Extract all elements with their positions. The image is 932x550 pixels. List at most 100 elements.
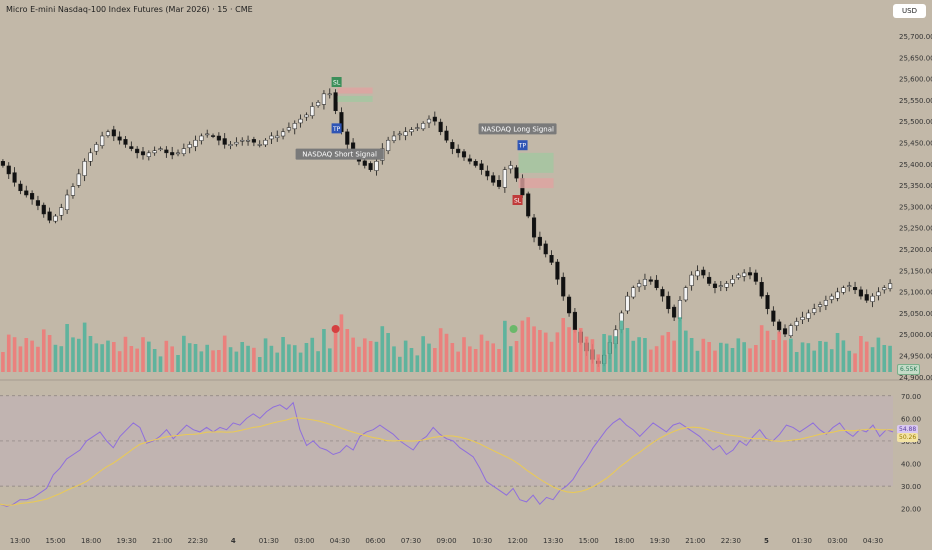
candle [450, 142, 455, 149]
time-tick: 10:30 [472, 537, 492, 545]
candle [707, 276, 712, 284]
volume-bar [392, 346, 396, 372]
volume-bar [123, 336, 128, 372]
candle [765, 295, 770, 310]
candle [853, 287, 858, 291]
candle [426, 118, 432, 124]
candle [502, 169, 507, 188]
volume-bar [316, 351, 320, 372]
candle [777, 321, 782, 331]
volume-bar [368, 341, 373, 372]
candle [333, 92, 338, 111]
candle [152, 150, 157, 154]
candle [175, 152, 181, 155]
volume-bar [147, 341, 151, 372]
candle [397, 133, 402, 136]
volume-bar [853, 353, 857, 372]
candle [386, 139, 391, 151]
long-dot [509, 325, 518, 333]
volume-bar [269, 345, 274, 372]
volume-bar [164, 340, 169, 372]
candle [625, 295, 630, 312]
candle [718, 285, 723, 287]
candle [316, 102, 321, 106]
volume-bar [812, 350, 817, 372]
volume-bar [287, 344, 291, 372]
volume-bar [538, 330, 542, 372]
candle [666, 295, 671, 310]
volume-bar [397, 356, 402, 372]
volume-bar [508, 346, 513, 372]
candle [631, 287, 636, 298]
volume-bar [870, 347, 875, 372]
candle [65, 194, 70, 210]
volume-bar [748, 348, 752, 372]
volume-bar [246, 345, 250, 372]
volume-bar [257, 357, 262, 372]
volume-bar [485, 340, 490, 372]
volume-bar [596, 354, 601, 372]
candle [753, 272, 758, 282]
volume-bar [362, 338, 367, 372]
volume-bar [351, 337, 355, 372]
volume-bar [53, 344, 58, 372]
candle [251, 139, 256, 143]
candle [275, 135, 280, 138]
time-tick: 18:00 [614, 537, 634, 545]
volume-bar [841, 340, 846, 372]
candle [479, 163, 484, 170]
volume-bar [94, 343, 99, 372]
chart-title: Micro E-mini Nasdaq-100 Index Futures (M… [6, 5, 253, 14]
candle [882, 287, 887, 291]
volume-bar [205, 344, 210, 372]
volume-bar [526, 317, 531, 372]
volume-bar [578, 328, 583, 372]
long-sl-zone [518, 178, 554, 189]
time-tick: 21:00 [685, 537, 705, 545]
volume-bar [193, 344, 198, 372]
volume-bar [707, 342, 711, 372]
candle [105, 131, 111, 136]
candle [199, 135, 204, 141]
candle [788, 325, 793, 337]
time-tick: 01:30 [792, 537, 812, 545]
volume-bar [106, 340, 110, 372]
currency-button[interactable]: USD [893, 4, 926, 18]
volume-bar [631, 340, 636, 372]
volume-bar [100, 344, 104, 372]
volume-bar [450, 343, 455, 372]
candle [170, 152, 175, 156]
candle [747, 272, 753, 276]
time-tick: 06:00 [365, 537, 385, 545]
long-sl-marker [512, 195, 523, 205]
volume-bar [82, 322, 87, 372]
candle [858, 289, 863, 297]
volume-bar [339, 314, 344, 372]
candle [508, 165, 513, 170]
volume-bar [754, 345, 758, 372]
candle [415, 127, 420, 129]
long-tp-zone [518, 152, 554, 173]
candle [543, 243, 548, 255]
volume-bar [117, 351, 122, 372]
volume-bar [228, 347, 233, 372]
volume-bar [71, 337, 75, 372]
candle [654, 279, 659, 288]
volume-bar [129, 346, 134, 372]
volume-bar [263, 338, 268, 372]
time-tick: 07:30 [401, 537, 421, 545]
volume-bar [176, 355, 180, 372]
volume-bar [543, 332, 548, 372]
candle [782, 328, 788, 335]
volume-bar [672, 340, 676, 372]
volume-bar [590, 339, 595, 372]
candle [47, 211, 52, 221]
candle [567, 296, 572, 314]
volume-bar [777, 331, 781, 372]
candle [467, 158, 472, 162]
volume-bar [643, 338, 647, 372]
time-tick: 15:00 [579, 537, 599, 545]
candle [409, 129, 414, 133]
candle [537, 236, 542, 246]
